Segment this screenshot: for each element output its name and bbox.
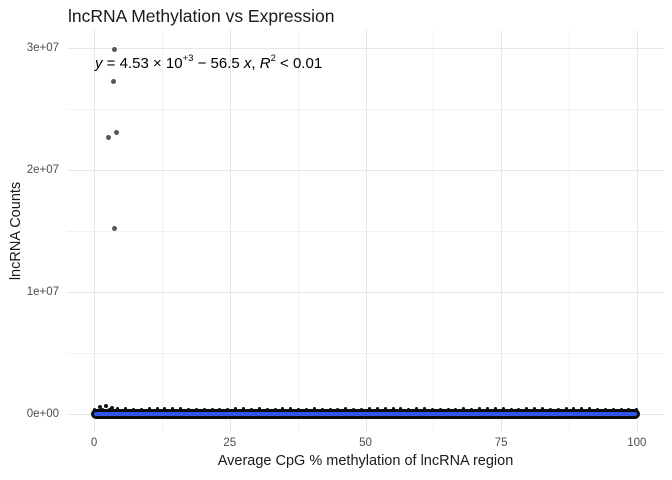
dense-scatter-dot — [171, 407, 175, 411]
gridline-minor-vertical — [297, 30, 299, 432]
eq-exponent: +3 — [182, 53, 194, 64]
eq-comma: , — [251, 55, 260, 72]
dense-scatter-dot — [242, 407, 246, 411]
scatter-point — [114, 129, 120, 135]
x-tick-label: 0 — [90, 437, 98, 449]
x-axis-title: Average CpG % methylation of lncRNA regi… — [217, 453, 514, 469]
dense-scatter-dot — [415, 406, 419, 410]
scatter-point — [110, 78, 116, 84]
dense-scatter-dot — [478, 406, 482, 410]
dense-scatter-dot — [124, 407, 128, 411]
x-tick-label: 100 — [627, 437, 647, 449]
gridline-minor-vertical — [569, 30, 571, 432]
scatter-point — [112, 226, 118, 232]
dense-scatter-dot — [289, 406, 293, 410]
dense-scatter-dot — [462, 407, 466, 411]
scatter-point — [105, 134, 111, 140]
regression-line — [94, 412, 637, 416]
near-zero-scatter-point — [110, 405, 115, 410]
eq-text-2: − 56.5 — [193, 55, 244, 72]
dense-scatter-dot — [588, 407, 592, 411]
scatter-point — [112, 46, 118, 52]
x-tick-label: 25 — [223, 437, 237, 449]
dense-scatter-dot — [493, 406, 497, 410]
gridline-major-vertical — [501, 30, 503, 432]
near-zero-scatter-point — [104, 404, 109, 409]
plot-panel: y = 4.53 × 10+3 − 56.5 x, R2 < 0.01 — [67, 30, 664, 432]
y-tick-label: 3e+07 — [26, 42, 59, 55]
gridline-major-vertical — [636, 30, 638, 432]
regression-equation-annotation: y = 4.53 × 10+3 − 56.5 x, R2 < 0.01 — [95, 53, 323, 72]
eq-x-variable: x — [243, 55, 252, 72]
dense-scatter-dot — [533, 406, 537, 410]
eq-r-exponent: 2 — [270, 53, 276, 64]
eq-tail: < 0.01 — [275, 55, 323, 72]
y-tick-label: 0e+00 — [26, 407, 59, 420]
y-tick-label: 2e+07 — [26, 164, 59, 177]
x-tick-label: 75 — [494, 437, 508, 449]
dense-scatter-dot — [580, 406, 584, 410]
eq-text-1: = 4.53 × 10 — [102, 55, 183, 72]
dense-scatter-dot — [179, 407, 183, 411]
dense-scatter-dot — [257, 407, 261, 410]
dense-scatter-dot — [399, 406, 403, 410]
near-zero-scatter-point — [97, 405, 102, 410]
dense-scatter-dot — [383, 406, 387, 410]
dense-scatter-dot — [391, 407, 395, 411]
dense-scatter-dot — [422, 406, 426, 410]
dense-scatter-dot — [312, 407, 316, 411]
gridline-major-vertical — [365, 30, 367, 432]
dense-scatter-dot — [344, 406, 348, 410]
gridline-minor-vertical — [433, 30, 435, 432]
dense-scatter-dot — [155, 407, 159, 411]
eq-r-variable: R — [259, 55, 271, 72]
y-axis-title: lncRNA Counts — [8, 181, 24, 281]
band-end-point — [634, 411, 640, 417]
eq-y-variable: y — [95, 55, 103, 72]
gridline-minor-vertical — [161, 30, 163, 432]
gridline-major-vertical — [94, 30, 96, 432]
plot-title: lncRNA Methylation vs Expression — [68, 6, 335, 26]
dense-scatter-dot — [234, 406, 238, 410]
dense-scatter-dot — [116, 407, 120, 411]
y-tick-label: 1e+07 — [26, 285, 59, 298]
gridline-major-vertical — [229, 30, 231, 432]
dense-scatter-dot — [540, 406, 544, 410]
dense-scatter-dot — [501, 406, 505, 410]
x-tick-label: 50 — [359, 437, 372, 449]
